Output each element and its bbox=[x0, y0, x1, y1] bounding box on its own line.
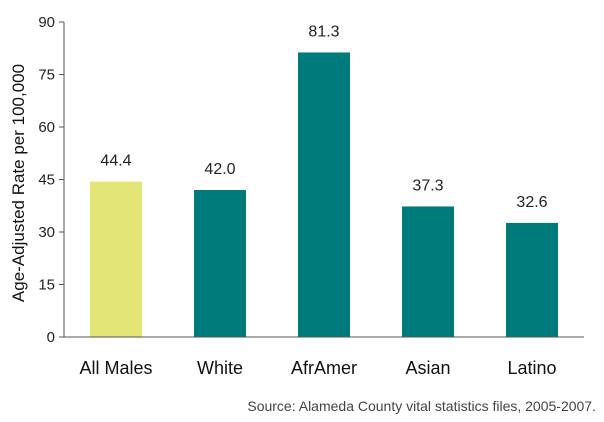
bar-asian bbox=[402, 206, 454, 337]
bar-all-males bbox=[90, 181, 142, 337]
data-label: 81.3 bbox=[308, 23, 339, 40]
y-tick-label: 45 bbox=[38, 172, 55, 189]
data-label: 42.0 bbox=[204, 161, 235, 178]
source-note: Source: Alameda County vital statistics … bbox=[247, 398, 596, 414]
category-labels: All Males White AfrAmer Asian Latino bbox=[79, 358, 556, 378]
y-tick-label: 90 bbox=[38, 14, 55, 31]
y-tick-label: 60 bbox=[38, 119, 55, 136]
data-label: 44.4 bbox=[100, 153, 131, 170]
category-label: All Males bbox=[79, 358, 152, 378]
bar-aframer bbox=[298, 52, 350, 337]
y-axis-ticks: 0 15 30 45 60 75 90 bbox=[38, 14, 64, 346]
category-label: Latino bbox=[507, 358, 556, 378]
y-tick-label: 0 bbox=[47, 329, 55, 346]
y-tick-label: 75 bbox=[38, 67, 55, 84]
bar-white bbox=[194, 190, 246, 337]
data-label: 37.3 bbox=[412, 177, 443, 194]
data-label: 32.6 bbox=[516, 194, 547, 211]
category-label: White bbox=[197, 358, 243, 378]
bars bbox=[90, 52, 558, 337]
category-label: AfrAmer bbox=[291, 358, 357, 378]
y-tick-label: 30 bbox=[38, 224, 55, 241]
category-label: Asian bbox=[405, 358, 450, 378]
y-tick-label: 15 bbox=[38, 277, 55, 294]
data-labels: 44.4 42.0 81.3 37.3 32.6 bbox=[100, 23, 547, 210]
y-axis-title: Age-Adjusted Rate per 100,000 bbox=[9, 64, 28, 302]
bar-latino bbox=[506, 222, 558, 337]
